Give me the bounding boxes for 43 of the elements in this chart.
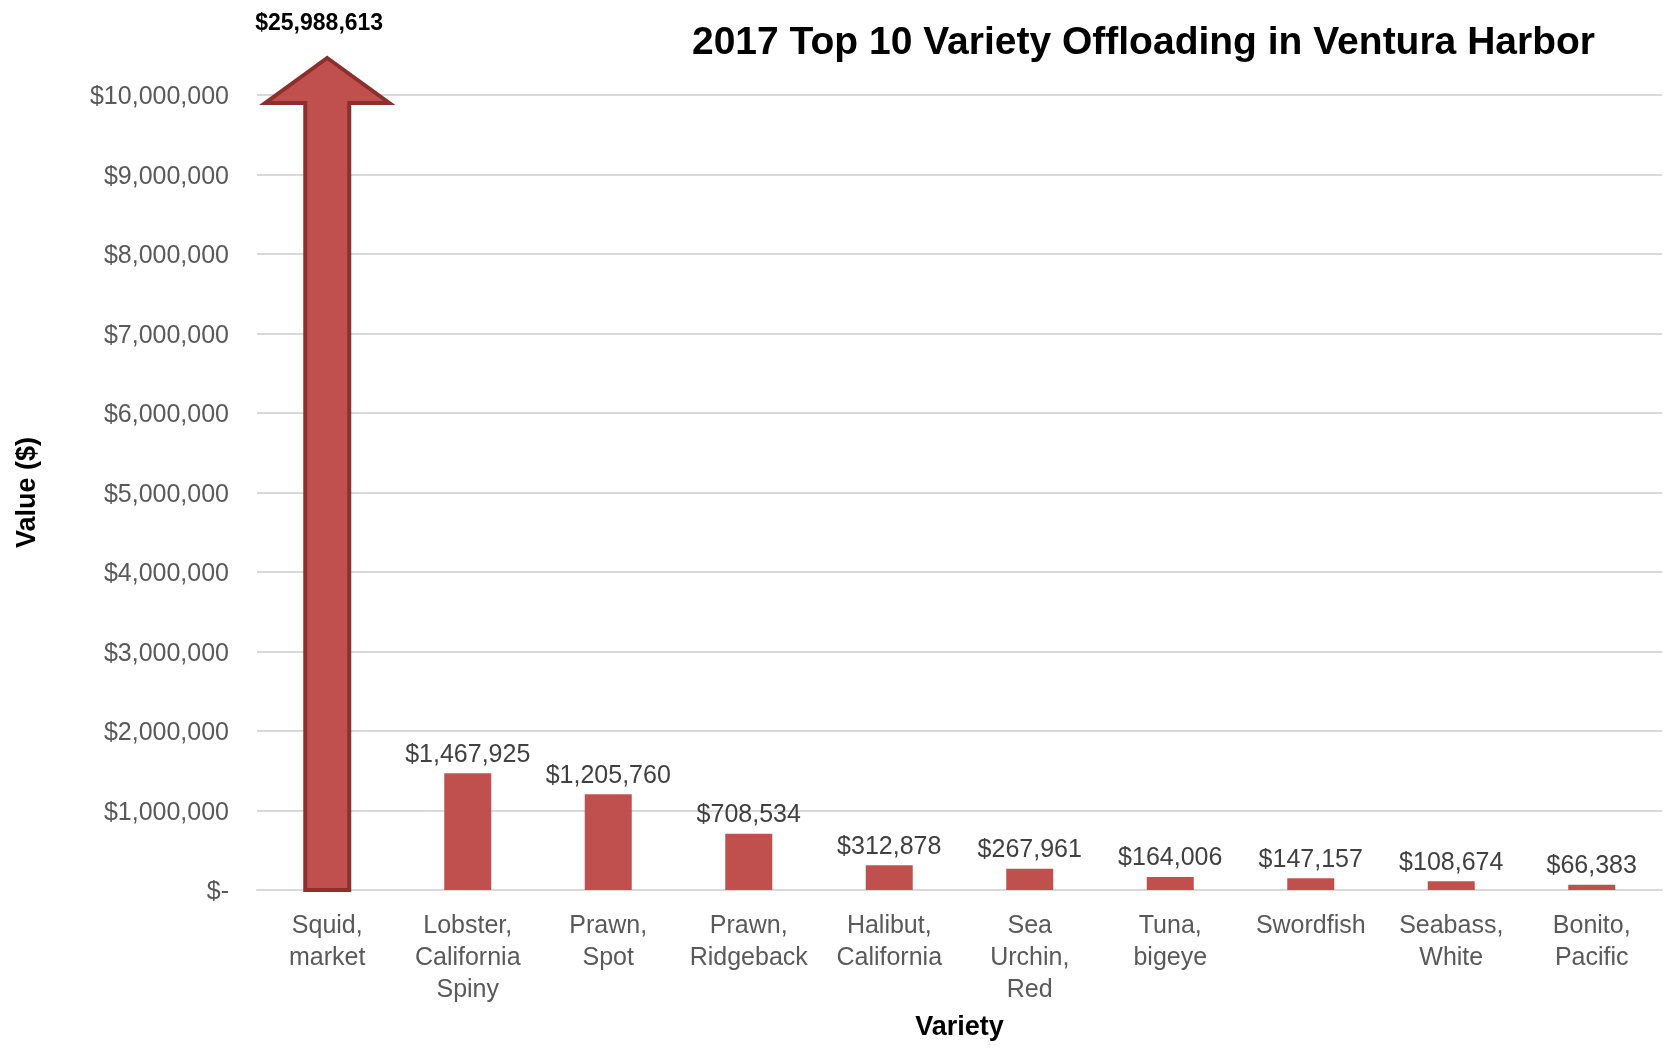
x-tick-label: Lobster, California Spiny xyxy=(414,910,521,1002)
bar xyxy=(1006,868,1054,890)
y-axis-title: Value ($) xyxy=(10,436,41,549)
bar xyxy=(1568,884,1616,890)
x-tick-label: Swordfish xyxy=(1255,910,1366,938)
y-tick-label: $7,000,000 xyxy=(103,319,229,348)
data-label: $312,878 xyxy=(837,830,942,859)
bar xyxy=(865,865,913,890)
x-tick-label: Seabass, White xyxy=(1399,910,1504,970)
data-label: $147,157 xyxy=(1258,843,1363,872)
x-tick-label: Halibut, California xyxy=(836,910,943,970)
data-label: $267,961 xyxy=(977,834,1082,863)
bar xyxy=(584,794,632,890)
y-tick-label: $9,000,000 xyxy=(103,160,229,189)
y-tick-label: $6,000,000 xyxy=(103,399,229,427)
bar xyxy=(444,773,492,890)
x-tick-label: Prawn, Spot xyxy=(569,910,648,970)
data-label: $1,205,760 xyxy=(545,759,671,788)
text: $25,988,613 xyxy=(255,8,384,35)
y-tick-label: $- xyxy=(206,876,229,904)
data-label: $108,674 xyxy=(1399,846,1504,875)
bar xyxy=(1146,876,1194,890)
y-tick-label: $8,000,000 xyxy=(103,240,229,268)
x-tick-label: Sea Urchin, Red xyxy=(990,910,1070,1002)
y-tick-label: $10,000,000 xyxy=(89,81,229,109)
y-tick-label: $5,000,000 xyxy=(103,478,229,507)
y-tick-label: $2,000,000 xyxy=(103,717,229,745)
bar xyxy=(1427,881,1475,890)
bar xyxy=(725,833,773,890)
x-tick-label: Bonito, Pacific xyxy=(1552,910,1631,970)
y-tick-label: $1,000,000 xyxy=(103,796,229,825)
x-tick-label: Tuna, bigeye xyxy=(1133,910,1208,970)
bar xyxy=(1287,878,1335,890)
data-label: $66,383 xyxy=(1546,850,1637,879)
data-label: $1,467,925 xyxy=(405,738,531,767)
x-axis-title: Variety xyxy=(915,1010,1004,1041)
data-label: $164,006 xyxy=(1118,842,1223,871)
y-tick-label: $3,000,000 xyxy=(103,637,229,666)
y-tick-label: $4,000,000 xyxy=(103,558,229,586)
x-tick-label: Squid, market xyxy=(289,910,366,970)
chart-title: 2017 Top 10 Variety Offloading in Ventura Harbor xyxy=(691,19,1596,62)
x-tick-label: Prawn, Ridgeback xyxy=(689,910,809,970)
data-label: $708,534 xyxy=(696,799,801,828)
